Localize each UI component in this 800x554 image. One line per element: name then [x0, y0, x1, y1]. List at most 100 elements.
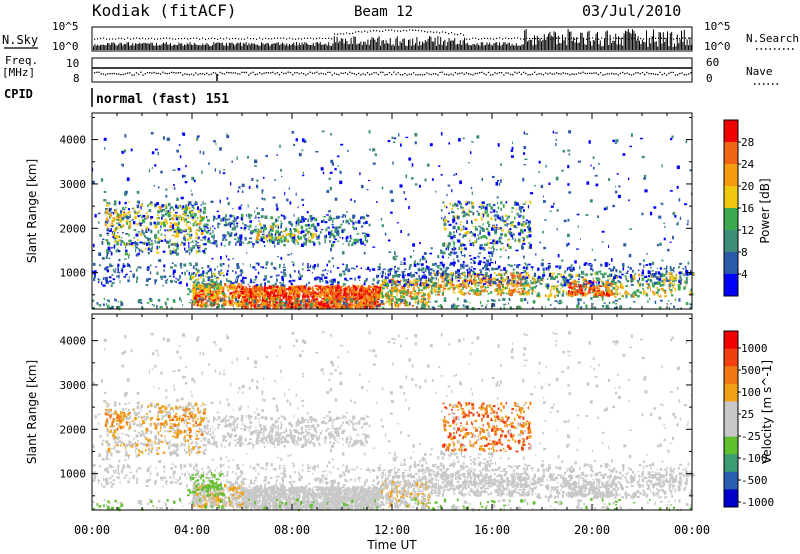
nsky-bar: [574, 42, 576, 50]
power-cell: [314, 277, 316, 281]
power-cell: [195, 231, 198, 235]
power-cell: [173, 247, 175, 252]
power-cell: [220, 296, 222, 299]
power-cell: [399, 303, 401, 306]
nsky-bar: [644, 42, 646, 50]
power-cell: [381, 286, 384, 290]
power-cell: [526, 279, 528, 282]
nave-dot: [668, 72, 670, 75]
power-cell: [185, 222, 188, 226]
power-cell: [500, 282, 503, 286]
nsearch-dot: [547, 37, 549, 39]
power-heatmap: [92, 130, 695, 311]
nsky-bar: [247, 45, 248, 50]
power-cell: [386, 283, 389, 287]
power-cell: [265, 262, 268, 266]
power-cell: [222, 274, 225, 277]
power-cell: [464, 286, 468, 288]
nave-dot: [540, 73, 542, 75]
power-cell: [449, 283, 452, 287]
power-cell: [420, 301, 423, 304]
power-cell: [373, 291, 376, 295]
power-cell: [184, 271, 186, 276]
power-cell: [106, 269, 110, 273]
power-cell: [312, 295, 314, 298]
power-cell: [142, 214, 146, 218]
power-cell: [282, 293, 284, 297]
power-cell: [458, 290, 461, 294]
nsearch-dot: [124, 38, 126, 40]
power-cell: [377, 269, 380, 271]
power-cell: [392, 296, 394, 299]
power-cell: [577, 289, 581, 292]
power-cell: [381, 289, 384, 293]
power-cell: [190, 247, 193, 249]
power-cell: [194, 221, 196, 224]
power-cell: [203, 283, 206, 286]
power-cell: [93, 277, 96, 282]
power-cell: [149, 298, 153, 302]
nsky-bar: [615, 33, 617, 50]
power-cell: [568, 268, 572, 271]
power-cell: [479, 279, 481, 283]
power-cell: [291, 285, 295, 289]
nsearch-dot: [97, 38, 99, 40]
power-cell: [94, 273, 97, 277]
power-cell: [367, 297, 371, 300]
power-cell: [607, 291, 610, 296]
power-cell: [408, 295, 412, 297]
power-cell: [333, 295, 336, 297]
nsearch-dot: [331, 38, 333, 40]
power-cell: [579, 288, 581, 290]
nave-dot: [630, 74, 633, 76]
power-cell: [255, 287, 258, 291]
nave-dot: [129, 72, 131, 74]
power-cell: [134, 216, 137, 220]
power-cell: [301, 286, 305, 290]
nave-dot: [179, 72, 182, 74]
nsky-bar: [584, 44, 586, 50]
nsky-bar: [566, 45, 568, 50]
nsky-bar: [409, 39, 411, 50]
power-cell: [388, 269, 390, 272]
power-cell: [109, 229, 112, 233]
power-cell: [298, 270, 300, 274]
nsky-bar: [581, 32, 583, 50]
power-cell: [435, 277, 438, 281]
power-cell: [408, 279, 410, 283]
power-cell: [549, 292, 551, 295]
nave-dot: [267, 72, 270, 74]
power-cell: [273, 303, 276, 307]
power-cell: [624, 275, 627, 278]
power-cell: [170, 206, 174, 209]
nave-dot: [96, 71, 98, 73]
nsky-bar: [630, 33, 632, 50]
power-cell: [638, 263, 642, 266]
power-cell: [370, 296, 373, 299]
power-cell: [562, 281, 564, 283]
nsky-bar: [216, 42, 218, 50]
power-cell: [402, 296, 406, 299]
power-cell: [353, 293, 357, 296]
power-cell: [514, 277, 516, 280]
nsky-bar: [213, 42, 215, 50]
nsearch-dot: [262, 38, 264, 40]
power-cell: [222, 301, 226, 305]
nave-dot: [276, 72, 278, 74]
nave-dot: [386, 73, 388, 76]
power-cell: [376, 304, 378, 308]
nsky-bar: [466, 42, 468, 50]
power-cell: [271, 291, 274, 294]
power-cell: [580, 291, 584, 294]
nsearch-dot: [661, 37, 663, 39]
power-cell: [194, 299, 197, 302]
power-cell: [530, 286, 532, 290]
power-cell: [121, 269, 123, 273]
power-cell: [302, 299, 305, 303]
nsky-bar: [144, 42, 146, 50]
power-cell: [222, 298, 225, 301]
power-cell: [149, 217, 152, 221]
power-cell: [579, 284, 582, 288]
power-cell: [533, 272, 536, 277]
power-cell: [360, 267, 362, 270]
